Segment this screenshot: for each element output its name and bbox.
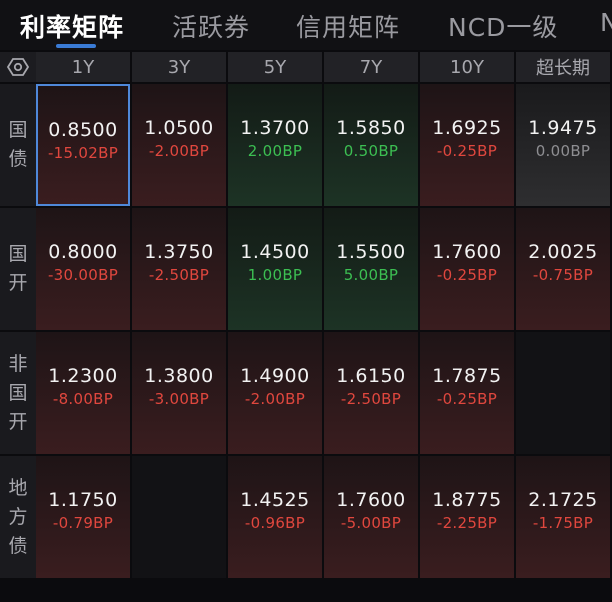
yield-change-bp: -0.25BP	[436, 390, 498, 408]
yield-cell-treasury-5y[interactable]: 1.3700 2.00BP	[228, 84, 322, 206]
yield-cell-cdb-ultra-long[interactable]: 2.0025 -0.75BP	[516, 208, 610, 330]
yield-cell-treasury-3y[interactable]: 1.0500 -2.00BP	[132, 84, 226, 206]
yield-cell-local-gov-5y[interactable]: 1.4525 -0.96BP	[228, 456, 322, 578]
yield-change-bp: -3.00BP	[148, 390, 210, 408]
yield-change-bp: -5.00BP	[340, 514, 402, 532]
yield-value: 1.7600	[336, 489, 406, 511]
yield-cell-local-gov-1y[interactable]: 1.1750 -0.79BP	[36, 456, 130, 578]
yield-value: 1.6150	[336, 365, 406, 387]
yield-cell-non-cdb-policy-5y[interactable]: 1.4900 -2.00BP	[228, 332, 322, 454]
yield-value: 1.2300	[48, 365, 118, 387]
yield-cell-treasury-ultra-long[interactable]: 1.9475 0.00BP	[516, 84, 610, 206]
yield-cell-non-cdb-policy-7y[interactable]: 1.6150 -2.50BP	[324, 332, 418, 454]
yield-value: 2.1725	[528, 489, 598, 511]
yield-cell-local-gov-10y[interactable]: 1.8775 -2.25BP	[420, 456, 514, 578]
row-label-local-gov: 地方债	[0, 456, 36, 578]
yield-change-bp: -0.75BP	[532, 266, 594, 284]
row-label-char: 地	[8, 476, 28, 499]
yield-change-bp: 0.00BP	[535, 142, 591, 160]
yield-value: 1.8775	[432, 489, 502, 511]
column-header-ultra-long[interactable]: 超长期	[516, 52, 610, 82]
yield-value: 1.7875	[432, 365, 502, 387]
settings-button[interactable]	[0, 52, 36, 82]
yield-cell-treasury-1y[interactable]: 0.8500 -15.02BP	[36, 84, 130, 206]
row-label-char: 国	[8, 119, 28, 141]
yield-change-bp: -0.25BP	[436, 266, 498, 284]
yield-value: 0.8500	[48, 119, 118, 141]
row-label-non-cdb-policy: 非国开	[0, 332, 36, 454]
yield-value: 1.9475	[528, 117, 598, 139]
yield-cell-local-gov-7y[interactable]: 1.7600 -5.00BP	[324, 456, 418, 578]
yield-change-bp: -2.50BP	[148, 266, 210, 284]
yield-cell-treasury-7y[interactable]: 1.5850 0.50BP	[324, 84, 418, 206]
yield-change-bp: 2.00BP	[247, 142, 303, 160]
yield-change-bp: -2.25BP	[436, 514, 498, 532]
active-tab-indicator	[56, 44, 96, 48]
row-label-char: 国	[8, 381, 28, 404]
yield-cell-treasury-10y[interactable]: 1.6925 -0.25BP	[420, 84, 514, 206]
yield-cell-non-cdb-policy-3y[interactable]: 1.3800 -3.00BP	[132, 332, 226, 454]
yield-value: 1.4900	[240, 365, 310, 387]
column-header-3y[interactable]: 3Y	[132, 52, 226, 82]
yield-value: 0.8000	[48, 241, 118, 263]
tab-active-bonds[interactable]: 活跃券	[172, 13, 251, 42]
yield-value: 1.5500	[336, 241, 406, 263]
yield-cell-local-gov-ultra-long[interactable]: 2.1725 -1.75BP	[516, 456, 610, 578]
yield-cell-non-cdb-policy-ultra-long	[516, 332, 610, 454]
tab-ncd-primary[interactable]: NCD一级	[448, 13, 559, 42]
yield-change-bp: 5.00BP	[343, 266, 399, 284]
tab-bar: 利率矩阵 活跃券 信用矩阵 NCD一级 N	[0, 0, 612, 50]
tab-rate-matrix[interactable]: 利率矩阵	[20, 13, 125, 42]
yield-cell-cdb-10y[interactable]: 1.7600 -0.25BP	[420, 208, 514, 330]
yield-change-bp: -30.00BP	[47, 266, 119, 284]
yield-change-bp: 0.50BP	[343, 142, 399, 160]
yield-cell-non-cdb-policy-1y[interactable]: 1.2300 -8.00BP	[36, 332, 130, 454]
row-label-char: 开	[8, 272, 28, 294]
row-label-char: 国	[8, 243, 28, 265]
yield-change-bp: -2.50BP	[340, 390, 402, 408]
settings-icon	[7, 58, 29, 76]
yield-value: 2.0025	[528, 241, 598, 263]
yield-value: 1.3700	[240, 117, 310, 139]
column-header-10y[interactable]: 10Y	[420, 52, 514, 82]
yield-cell-cdb-7y[interactable]: 1.5500 5.00BP	[324, 208, 418, 330]
yield-value: 1.7600	[432, 241, 502, 263]
yield-cell-cdb-5y[interactable]: 1.4500 1.00BP	[228, 208, 322, 330]
yield-value: 1.0500	[144, 117, 214, 139]
column-header-1y[interactable]: 1Y	[36, 52, 130, 82]
tab-more[interactable]: N	[600, 8, 612, 37]
yield-value: 1.3800	[144, 365, 214, 387]
yield-change-bp: 1.00BP	[247, 266, 303, 284]
yield-change-bp: -2.00BP	[244, 390, 306, 408]
yield-change-bp: -8.00BP	[52, 390, 114, 408]
yield-value: 1.6925	[432, 117, 502, 139]
yield-value: 1.5850	[336, 117, 406, 139]
yield-value: 1.4500	[240, 241, 310, 263]
yield-value: 1.4525	[240, 489, 310, 511]
yield-value: 1.3750	[144, 241, 214, 263]
yield-change-bp: -1.75BP	[532, 514, 594, 532]
yield-change-bp: -0.96BP	[244, 514, 306, 532]
row-label-char: 债	[8, 534, 28, 557]
yield-change-bp: -0.25BP	[436, 142, 498, 160]
row-label-cdb: 国开	[0, 208, 36, 330]
yield-change-bp: -2.00BP	[148, 142, 210, 160]
row-label-char: 债	[8, 148, 28, 170]
yield-change-bp: -0.79BP	[52, 514, 114, 532]
rate-matrix-grid: 1Y 3Y 5Y 7Y 10Y 超长期国债 0.8500 -15.02BP 1.0500 -2.0…	[0, 50, 612, 602]
yield-cell-cdb-3y[interactable]: 1.3750 -2.50BP	[132, 208, 226, 330]
yield-cell-local-gov-3y	[132, 456, 226, 578]
yield-change-bp: -15.02BP	[47, 144, 119, 162]
row-label-treasury: 国债	[0, 84, 36, 206]
row-label-char: 非	[8, 352, 28, 375]
yield-cell-cdb-1y[interactable]: 0.8000 -30.00BP	[36, 208, 130, 330]
row-label-char: 方	[8, 505, 28, 528]
row-label-char: 开	[8, 410, 28, 433]
tab-credit-matrix[interactable]: 信用矩阵	[296, 13, 401, 42]
yield-value: 1.1750	[48, 489, 118, 511]
column-header-5y[interactable]: 5Y	[228, 52, 322, 82]
yield-cell-non-cdb-policy-10y[interactable]: 1.7875 -0.25BP	[420, 332, 514, 454]
column-header-7y[interactable]: 7Y	[324, 52, 418, 82]
